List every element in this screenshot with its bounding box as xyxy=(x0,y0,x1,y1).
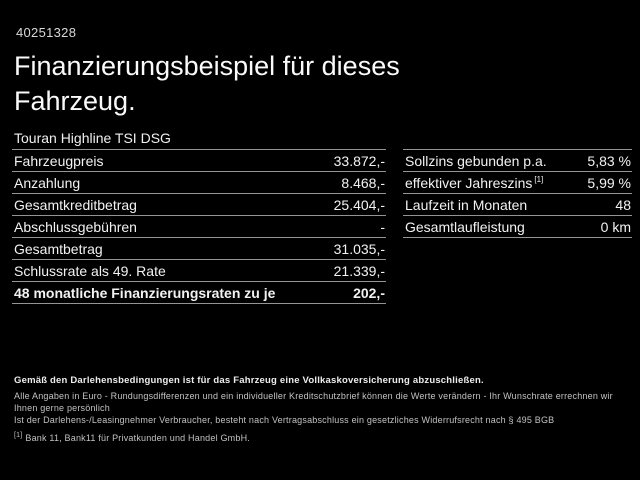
footnote-text: Bank 11, Bank11 für Privatkunden und Han… xyxy=(25,433,250,443)
row-label: Gesamtkreditbetrag xyxy=(14,196,137,213)
table-row-gesamtkreditbetrag: Gesamtkreditbetrag 25.404,- xyxy=(12,194,386,216)
vehicle-id: 40251328 xyxy=(16,25,77,40)
table-row-abschlussgebuehren: Abschlussgebühren - xyxy=(12,216,386,238)
footnote-marker: [1] xyxy=(534,174,544,184)
row-value: 33.872,- xyxy=(333,152,385,169)
legal-insurance-note: Gemäß den Darlehensbedingungen ist für d… xyxy=(14,375,484,386)
vehicle-model-subtitle: Touran Highline TSI DSG xyxy=(14,130,171,146)
table-row-schlussrate: Schlussrate als 49. Rate 21.339,- xyxy=(12,260,386,282)
table-row-gesamtbetrag: Gesamtbetrag 31.035,- xyxy=(12,238,386,260)
row-label: Fahrzeugpreis xyxy=(14,152,104,169)
table-row-laufzeit: Laufzeit in Monaten 48 xyxy=(403,194,632,216)
row-value: 5,83 % xyxy=(587,152,631,169)
row-label: Schlussrate als 49. Rate xyxy=(14,262,166,279)
row-label: Sollzins gebunden p.a. xyxy=(405,152,547,169)
footnote-marker: [1] xyxy=(14,432,23,439)
row-label: effektiver Jahreszins [1] xyxy=(405,174,544,191)
row-value: 48 xyxy=(615,196,631,213)
bank-footnote: [1] Bank 11, Bank11 für Privatkunden und … xyxy=(14,432,628,443)
table-row-gesamtlaufleistung: Gesamtlaufleistung 0 km xyxy=(403,216,632,238)
page-title: Finanzierungsbeispiel für dieses Fahrzeu… xyxy=(14,51,400,116)
legal-withdrawal-note: Ist der Darlehens-/Leasingnehmer Verbrau… xyxy=(14,415,555,425)
row-value: 202,- xyxy=(353,284,385,301)
row-value: 31.035,- xyxy=(333,240,385,257)
legal-notes: Gemäß den Darlehensbedingungen ist für d… xyxy=(14,375,628,443)
row-value: 0 km xyxy=(600,218,631,235)
row-label: 48 monatliche Finanzierungsraten zu je xyxy=(14,284,276,301)
row-value: 21.339,- xyxy=(333,262,385,279)
table-row-anzahlung: Anzahlung 8.468,- xyxy=(12,172,386,194)
conditions-table: Sollzins gebunden p.a. 5,83 % effektiver… xyxy=(403,149,632,238)
row-label: Gesamtlaufleistung xyxy=(405,218,525,235)
row-label: Anzahlung xyxy=(14,174,81,191)
financing-table: Fahrzeugpreis 33.872,- Anzahlung 8.468,-… xyxy=(12,149,386,304)
row-value: - xyxy=(380,218,385,235)
table-row-effektiver-jahreszins: effektiver Jahreszins [1] 5,99 % xyxy=(403,172,632,194)
row-label: Gesamtbetrag xyxy=(14,240,103,257)
table-row-monthly-rate: 48 monatliche Finanzierungsraten zu je 2… xyxy=(12,282,386,304)
legal-disclaimer: Alle Angaben in Euro - Rundungsdifferenz… xyxy=(14,391,613,413)
table-row-fahrzeugpreis: Fahrzeugpreis 33.872,- xyxy=(12,150,386,172)
row-value: 25.404,- xyxy=(333,196,385,213)
row-value: 5,99 % xyxy=(587,174,631,191)
table-row-sollzins: Sollzins gebunden p.a. 5,83 % xyxy=(403,150,632,172)
row-value: 8.468,- xyxy=(341,174,385,191)
row-label: Abschlussgebühren xyxy=(14,218,137,235)
row-label: Laufzeit in Monaten xyxy=(405,196,528,213)
